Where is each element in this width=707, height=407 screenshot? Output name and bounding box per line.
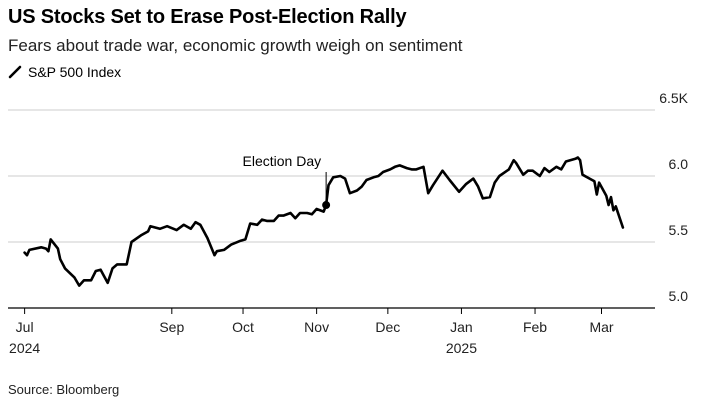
series-line-sp500 [23,156,625,287]
legend-line-icon [8,65,22,79]
chart-subtitle: Fears about trade war, economic growth w… [8,36,463,55]
x-tick-label: Nov [304,319,329,335]
annotation-label: Election Day [243,153,322,169]
x-tick-label: Feb [523,319,547,335]
x-tick-label: Jul [16,319,34,335]
y-axis: 5.0 5.5 6.0 6.5K [659,90,688,304]
annotation-marker [322,201,331,210]
y-tick-label: 6.5K [659,90,688,106]
x-axis: Jul 2024 Sep Oct Nov Dec Jan 2025 Feb Mar [8,307,655,356]
x-tick-label: Mar [589,319,613,335]
gridlines [8,109,655,243]
x-tick-label: Sep [159,319,184,335]
annotations: Election Day [243,153,331,210]
x-tick-year-label: 2025 [446,340,477,356]
y-tick-label: 6.0 [669,156,689,172]
legend: S&P 500 Index [8,64,121,80]
x-tick-label: Jan [450,319,473,335]
x-tick-label: Oct [232,319,254,335]
x-tick-year-label: 2024 [9,340,40,356]
chart-title: US Stocks Set to Erase Post-Election Ral… [8,6,407,28]
x-tick-label: Dec [375,319,400,335]
y-tick-label: 5.0 [669,288,689,304]
series-layer [23,156,625,287]
source-note: Source: Bloomberg [8,382,120,397]
y-tick-label: 5.5 [669,222,689,238]
legend-label: S&P 500 Index [28,64,122,80]
